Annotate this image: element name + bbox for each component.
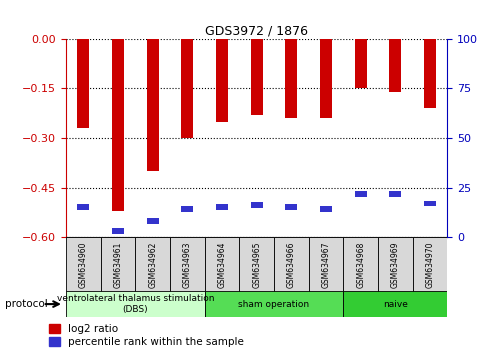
Title: GDS3972 / 1876: GDS3972 / 1876 [205,25,307,38]
Text: GSM634962: GSM634962 [148,241,157,288]
Text: ventrolateral thalamus stimulation
(DBS): ventrolateral thalamus stimulation (DBS) [57,295,214,314]
Bar [146,39,159,171]
Text: GSM634968: GSM634968 [356,241,365,288]
Bar [319,39,331,118]
FancyBboxPatch shape [308,237,343,292]
Bar [354,190,366,196]
Bar [112,228,124,234]
Bar [181,39,193,138]
FancyBboxPatch shape [170,237,204,292]
Text: GSM634970: GSM634970 [425,241,434,288]
Bar [388,190,401,196]
Bar [181,206,193,212]
Bar [319,206,331,212]
Text: GSM634969: GSM634969 [390,241,399,288]
FancyBboxPatch shape [66,291,204,317]
FancyBboxPatch shape [377,237,412,292]
Bar [77,39,89,128]
Bar [423,39,435,108]
Text: GSM634961: GSM634961 [113,241,122,288]
Legend: log2 ratio, percentile rank within the sample: log2 ratio, percentile rank within the s… [49,324,244,347]
Text: naive: naive [382,299,407,309]
Text: sham operation: sham operation [238,299,309,309]
Text: GSM634967: GSM634967 [321,241,330,288]
Text: GSM634966: GSM634966 [286,241,295,288]
Bar [388,39,401,92]
FancyBboxPatch shape [412,237,447,292]
Bar [285,205,297,210]
FancyBboxPatch shape [343,291,447,317]
Bar [216,39,227,121]
Bar [146,218,159,224]
FancyBboxPatch shape [239,237,273,292]
Bar [112,39,124,211]
Bar [250,39,262,115]
FancyBboxPatch shape [204,291,343,317]
FancyBboxPatch shape [66,237,101,292]
Text: GSM634964: GSM634964 [217,241,226,288]
Bar [77,205,89,210]
Bar [285,39,297,118]
FancyBboxPatch shape [343,237,377,292]
FancyBboxPatch shape [273,237,308,292]
FancyBboxPatch shape [101,237,135,292]
Text: protocol: protocol [5,299,47,309]
Bar [423,200,435,206]
Bar [250,202,262,209]
Bar [216,205,227,210]
Bar [354,39,366,88]
Text: GSM634965: GSM634965 [252,241,261,288]
FancyBboxPatch shape [204,237,239,292]
Text: GSM634960: GSM634960 [79,241,88,288]
Text: GSM634963: GSM634963 [183,241,191,288]
FancyBboxPatch shape [135,237,170,292]
